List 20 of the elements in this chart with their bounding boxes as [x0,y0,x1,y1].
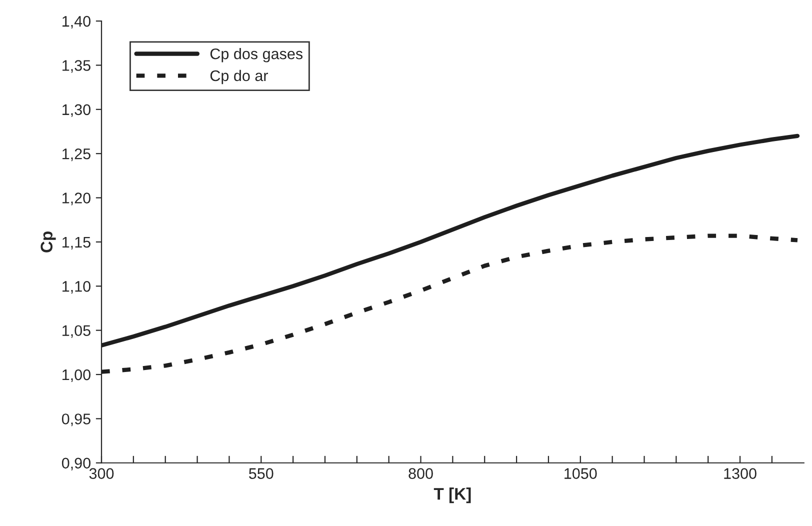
legend-label: Cp dos gases [210,48,303,62]
y-tick-label: 1,15 [62,236,90,250]
x-axis-title: T [K] [434,488,471,504]
y-tick-label: 1,00 [62,369,90,382]
y-tick-label: 1,40 [62,16,90,29]
y-tick-label: 1,10 [62,281,90,294]
legend-label: Cp do ar [210,70,268,84]
y-tick-label: 1,25 [62,148,90,162]
y-tick-label: 1,05 [62,325,90,338]
y-tick-label: 1,20 [62,192,90,206]
y-tick-label: 1,30 [62,104,90,117]
y-tick-label: 0,95 [62,414,90,426]
x-tick-label: 1300 [724,468,756,479]
y-tick-label: 1,35 [62,60,90,73]
x-tick-label: 300 [89,468,114,479]
x-tick-label: 1050 [564,468,597,479]
y-tick-label: 0,90 [62,458,90,470]
y-axis-title: Cp [40,232,56,252]
x-tick-label: 550 [249,468,274,479]
x-tick-label: 800 [408,468,433,479]
